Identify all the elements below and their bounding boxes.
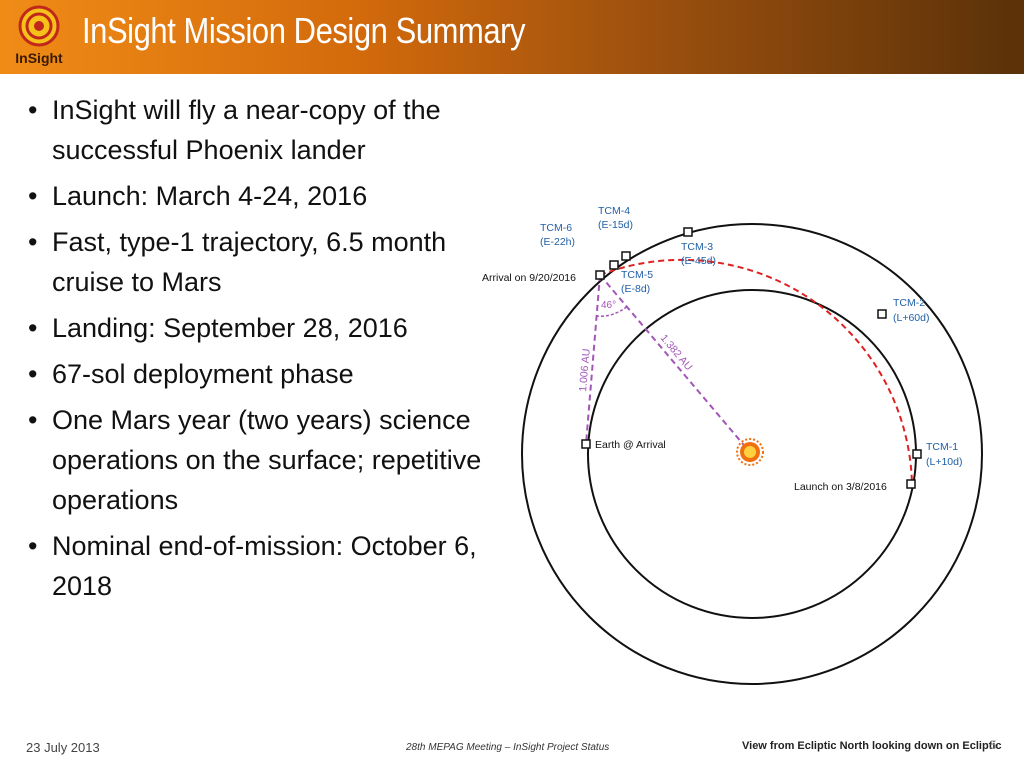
earth-arrival-marker xyxy=(581,439,591,449)
arrival-label: Arrival on 9/20/2016 xyxy=(482,272,576,284)
launch-marker xyxy=(906,479,916,489)
tcm4-time: (E-15d) xyxy=(598,219,633,231)
tcm4-name: TCM-4 xyxy=(598,205,630,217)
bullet-item: 67-sol deployment phase xyxy=(26,354,516,394)
bullet-item: Fast, type-1 trajectory, 6.5 month cruis… xyxy=(26,222,516,302)
mars-orbit xyxy=(521,223,983,685)
angle-arc xyxy=(595,305,629,318)
transfer-trajectory xyxy=(599,258,913,485)
tcm1-name: TCM-1 xyxy=(926,441,958,453)
angle-label: 46° xyxy=(601,300,616,311)
sun-icon xyxy=(736,438,764,466)
trajectory-diagram: Arrival on 9/20/2016 Earth @ Arrival Lau… xyxy=(482,205,983,685)
page-number: 5 xyxy=(990,738,997,752)
bullet-item: Nominal end-of-mission: October 6, 2018 xyxy=(26,526,516,606)
tcm3-name: TCM-3 xyxy=(681,241,713,253)
tcm6-time: (E-22h) xyxy=(540,236,575,248)
earth-arrival-label: Earth @ Arrival xyxy=(595,439,666,451)
tcm5-marker xyxy=(621,251,631,261)
tcm5-time: (E-8d) xyxy=(621,283,650,295)
footer-view-caption: View from Ecliptic North looking down on… xyxy=(742,740,1002,752)
tcm2-name: TCM-2 xyxy=(893,297,925,309)
footer-date: 23 July 2013 xyxy=(26,740,100,755)
bullet-item: Landing: September 28, 2016 xyxy=(26,308,516,348)
title-bar: InSight InSight Mission Design Summary xyxy=(0,0,1024,74)
tcm5-name: TCM-5 xyxy=(621,269,653,281)
bullet-item: InSight will fly a near-copy of the succ… xyxy=(26,90,516,170)
insight-logo: InSight xyxy=(6,4,72,70)
tcm1-time: (L+10d) xyxy=(926,456,962,468)
footer-meeting: 28th MEPAG Meeting – InSight Project Sta… xyxy=(406,742,610,753)
logo-text: InSight xyxy=(15,50,63,66)
arrival-marker xyxy=(595,270,605,280)
bullet-item: One Mars year (two years) science operat… xyxy=(26,400,516,520)
tcm1-marker xyxy=(912,449,922,459)
sun-distance-line xyxy=(599,274,749,451)
bullet-list: InSight will fly a near-copy of the succ… xyxy=(26,90,516,612)
tcm3-marker xyxy=(683,227,693,237)
tcm6-name: TCM-6 xyxy=(540,222,572,234)
launch-label: Launch on 3/8/2016 xyxy=(794,481,887,493)
bullet-item: Launch: March 4-24, 2016 xyxy=(26,176,516,216)
tcm2-time: (L+60d) xyxy=(893,312,929,324)
sun-distance-label: 1.382 AU xyxy=(658,332,695,373)
tcm3-time: (E-45d) xyxy=(681,255,716,267)
page-title: InSight Mission Design Summary xyxy=(82,10,526,51)
tcm2-marker xyxy=(877,309,887,319)
earth-distance-label: 1.006 AU xyxy=(577,348,593,392)
tcm6-marker xyxy=(609,260,619,270)
earth-distance-line xyxy=(585,274,601,445)
